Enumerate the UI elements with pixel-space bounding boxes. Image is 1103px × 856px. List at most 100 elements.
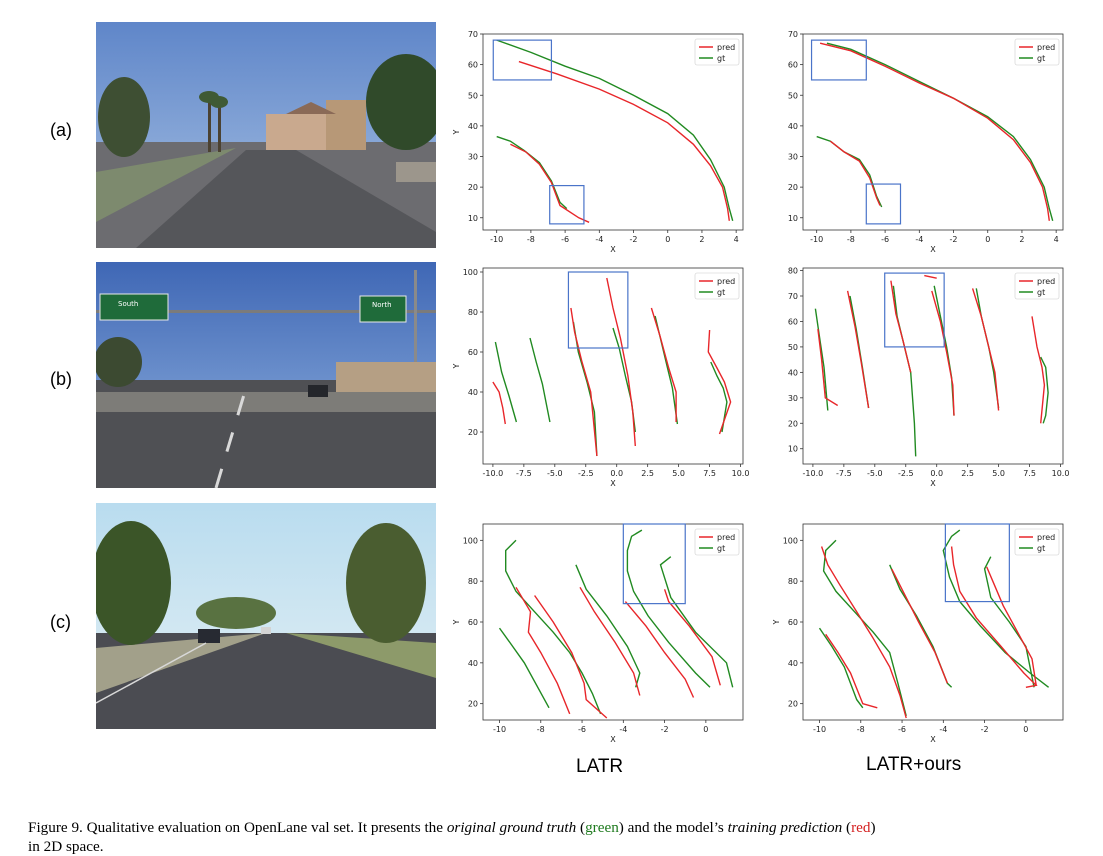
plot-frame [802, 523, 1064, 721]
y-tick-label: 30 [788, 153, 798, 162]
plot-frame [482, 523, 744, 721]
gt-lane-line [496, 39, 734, 221]
pred-lane-line [924, 274, 937, 279]
sign-text-north: North [372, 301, 392, 309]
x-tick-label: -2 [981, 725, 989, 734]
highlight-box [884, 272, 945, 348]
gt-lane-line [818, 627, 864, 709]
y-axis-label: Y [452, 363, 461, 369]
x-tick-label: -2.5 [898, 469, 914, 478]
x-tick-label: 2 [1019, 235, 1024, 244]
pred-lane-line [971, 288, 1000, 411]
camera-image-b: South North [96, 262, 436, 488]
plot-frame [482, 33, 744, 231]
pred-lane-line [510, 143, 590, 223]
gt-lane-line [494, 341, 518, 423]
y-tick-label: 50 [788, 343, 798, 352]
legend-gt-label: gt [717, 54, 725, 63]
y-tick-label: 60 [468, 618, 478, 627]
x-tick-label: -10 [490, 235, 503, 244]
gt-lane-line [626, 529, 711, 688]
pred-lane-line [950, 546, 1038, 688]
legend-gt-label: gt [717, 544, 725, 553]
y-tick-label: 10 [788, 214, 798, 223]
x-tick-label: 10.0 [732, 469, 750, 478]
y-tick-label: 50 [788, 91, 798, 100]
gt-lane-line [983, 556, 1035, 688]
x-tick-label: -7.5 [836, 469, 852, 478]
y-axis-label: Y [772, 619, 781, 625]
highlight-box [865, 183, 902, 225]
x-tick-label: -7.5 [516, 469, 532, 478]
pred-lane-line [820, 546, 907, 719]
x-tick-label: -10 [493, 725, 506, 734]
row-label-a: (a) [50, 120, 72, 140]
x-tick-label: -8 [847, 235, 855, 244]
x-tick-label: 0 [1023, 725, 1028, 734]
legend-pred-label: pred [717, 43, 735, 52]
caption-close: ) [870, 819, 876, 836]
column-label-latr-ours: LATR+ours [866, 754, 962, 775]
x-tick-label: -6 [561, 235, 569, 244]
pred-lane-line [663, 589, 721, 686]
y-tick-label: 40 [468, 659, 478, 668]
y-tick-label: 10 [468, 214, 478, 223]
pred-lane-line [606, 277, 636, 447]
pred-lane-line [891, 568, 949, 684]
y-tick-label: 100 [463, 268, 478, 277]
x-tick-label: 4 [734, 235, 739, 244]
y-tick-label: 10 [788, 445, 798, 454]
x-tick-label: -4 [915, 235, 923, 244]
pred-lane-line [829, 140, 881, 206]
caption-open2: ( [842, 819, 852, 836]
x-tick-label: -2 [950, 235, 958, 244]
legend-gt-label: gt [717, 288, 725, 297]
x-tick-label: -8 [857, 725, 865, 734]
x-tick-label: -4 [619, 725, 627, 734]
x-tick-label: -10.0 [803, 469, 824, 478]
y-tick-label: 60 [468, 61, 478, 70]
caption-pred-term: training prediction [727, 819, 843, 836]
pred-lane-line [707, 329, 732, 435]
x-axis-label: X [930, 479, 936, 488]
y-tick-label: 60 [788, 317, 798, 326]
y-axis-label: Y [452, 129, 461, 135]
y-tick-label: 30 [788, 394, 798, 403]
caption-prefix: Figure 9. Qualitative evaluation on Open… [28, 819, 447, 836]
highlight-box [810, 39, 867, 81]
gt-lane-line [575, 564, 641, 688]
y-tick-label: 60 [788, 618, 798, 627]
y-tick-label: 80 [468, 308, 478, 317]
highlight-box [622, 523, 686, 605]
legend-pred-label: pred [717, 533, 735, 542]
gt-lane-line [505, 539, 602, 715]
pred-lane-line [534, 595, 608, 719]
x-tick-label: -2 [661, 725, 669, 734]
sign-text-south: South [118, 300, 138, 308]
y-tick-label: 20 [468, 428, 478, 437]
pred-lane-line [624, 601, 695, 698]
gt-lane-line [889, 564, 953, 688]
gt-lane-line [659, 556, 734, 688]
x-tick-label: -10 [810, 235, 823, 244]
legend-pred-label: pred [1037, 533, 1055, 542]
x-tick-label: -8 [537, 725, 545, 734]
y-tick-label: 20 [468, 183, 478, 192]
x-axis-label: X [610, 479, 616, 488]
plot-frame [802, 33, 1064, 231]
x-tick-label: 0 [985, 235, 990, 244]
y-tick-label: 100 [783, 536, 798, 545]
y-tick-label: 40 [788, 368, 798, 377]
caption-line2: in 2D space. [28, 838, 104, 855]
highlight-box [549, 184, 585, 225]
pred-lane-line [1031, 316, 1046, 424]
y-tick-label: 20 [788, 183, 798, 192]
plot-frame [802, 267, 1064, 465]
gt-lane-line [496, 135, 568, 210]
x-tick-label: 0 [703, 725, 708, 734]
gt-lane-line [529, 337, 551, 423]
row-label-b: (b) [50, 369, 72, 389]
column-label-latr: LATR [576, 756, 624, 777]
y-tick-label: 70 [788, 292, 798, 301]
